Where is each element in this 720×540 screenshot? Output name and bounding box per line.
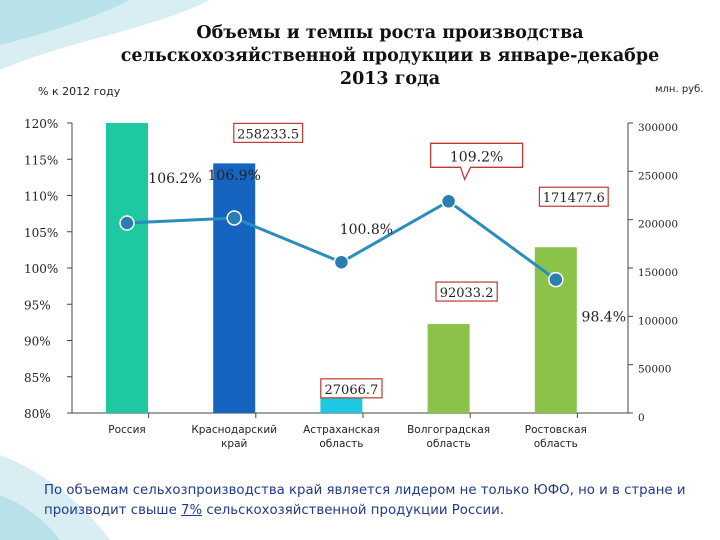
category-label: край	[221, 438, 247, 450]
left-tick-label: 85%	[24, 371, 51, 385]
category-label: Ростовская	[525, 424, 587, 436]
growth-rate-label-1: 106.2%	[148, 171, 201, 187]
category-label: область	[427, 438, 471, 450]
bar-value-label-2: 258233.5	[237, 127, 299, 142]
left-tick-label: 80%	[24, 407, 51, 421]
growth-rate-point-1	[120, 216, 134, 230]
footnote-highlight: 7%	[181, 503, 202, 518]
right-tick-label: 100000	[638, 315, 678, 327]
bar-value-label-3: 27066.7	[325, 383, 379, 398]
left-tick-label: 115%	[24, 153, 58, 167]
growth-rate-point-3	[334, 255, 348, 269]
right-tick-label: 0	[638, 412, 645, 424]
right-tick-label: 250000	[638, 170, 678, 182]
growth-rate-point-2	[227, 211, 241, 225]
growth-rate-point-5	[549, 273, 563, 287]
growth-rate-label-5: 98.4%	[582, 310, 626, 326]
bar-value-label-4: 92033.2	[440, 286, 494, 301]
footnote: По объемам сельхозпроизводства край явля…	[44, 481, 694, 521]
category-label: Россия	[108, 424, 145, 436]
growth-rate-label-4: 109.2%	[450, 149, 503, 165]
bar-1	[106, 123, 148, 413]
category-label: Краснодарский	[191, 424, 277, 436]
left-tick-label: 95%	[24, 298, 51, 312]
left-tick-label: 105%	[24, 226, 58, 240]
left-tick-label: 100%	[24, 262, 58, 276]
growth-rate-point-4	[442, 194, 456, 208]
left-tick-label: 120%	[24, 117, 58, 131]
right-tick-label: 50000	[638, 364, 671, 376]
left-tick-label: 90%	[24, 335, 51, 349]
footnote-text-after: сельскохозяйственной продукции России.	[202, 503, 504, 518]
right-tick-label: 300000	[638, 122, 678, 134]
category-label: Астраханская	[303, 424, 380, 436]
right-tick-label: 200000	[638, 219, 678, 231]
growth-rate-label-3: 100.8%	[340, 222, 393, 238]
bar-4	[428, 324, 470, 413]
right-tick-label: 150000	[638, 267, 678, 279]
bar-value-label-5: 171477.6	[543, 191, 605, 206]
growth-rate-label-2: 106.9%	[208, 168, 261, 184]
left-tick-label: 110%	[24, 190, 58, 204]
bar-2	[213, 163, 255, 413]
category-label: область	[319, 438, 363, 450]
category-label: Волгоградская	[407, 424, 490, 436]
category-label: область	[534, 438, 578, 450]
